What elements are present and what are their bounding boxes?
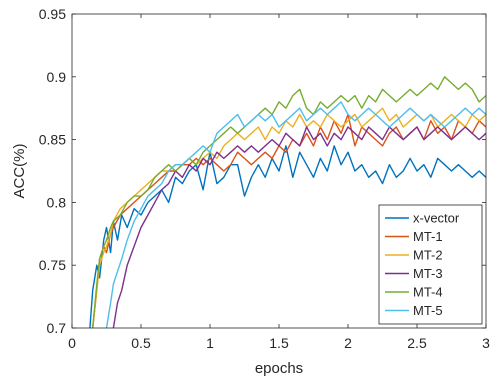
x-tick-label: 1.5 <box>269 335 289 351</box>
y-tick-label: 0.7 <box>47 320 67 336</box>
series-line-mt-5 <box>105 101 486 328</box>
series-line-mt-3 <box>112 126 486 328</box>
legend-box <box>378 204 483 325</box>
plot-lines <box>89 76 486 328</box>
legend-entry: MT-3 <box>413 266 443 281</box>
legend-entry: MT-2 <box>413 248 443 263</box>
legend-entry: MT-5 <box>413 303 443 318</box>
y-axis: 0.7 0.75 0.8 0.85 0.9 0.95 <box>39 6 486 336</box>
x-axis-label: epochs <box>255 360 303 377</box>
y-tick-label: 0.95 <box>39 6 66 22</box>
x-tick-label: 0.5 <box>131 335 151 351</box>
legend: x-vector MT-1 MT-2 MT-3 MT-4 MT-5 <box>378 204 483 325</box>
y-tick-label: 0.8 <box>47 194 67 210</box>
y-tick-label: 0.85 <box>39 132 66 148</box>
x-tick-label: 2.5 <box>407 335 427 351</box>
legend-entry: MT-1 <box>413 229 443 244</box>
x-tick-label: 2 <box>344 335 352 351</box>
legend-entry: MT-4 <box>413 285 443 300</box>
x-tick-label: 1 <box>206 335 214 351</box>
y-axis-label: ACC(%) <box>11 143 28 198</box>
legend-entry: x-vector <box>413 211 460 226</box>
x-tick-label: 3 <box>482 335 490 351</box>
x-axis: 0 0.5 1 1.5 2 2.5 3 <box>68 14 490 351</box>
series-line-mt-4 <box>92 76 486 328</box>
y-tick-label: 0.75 <box>39 257 66 273</box>
y-tick-label: 0.9 <box>47 69 67 85</box>
x-tick-label: 0 <box>68 335 76 351</box>
